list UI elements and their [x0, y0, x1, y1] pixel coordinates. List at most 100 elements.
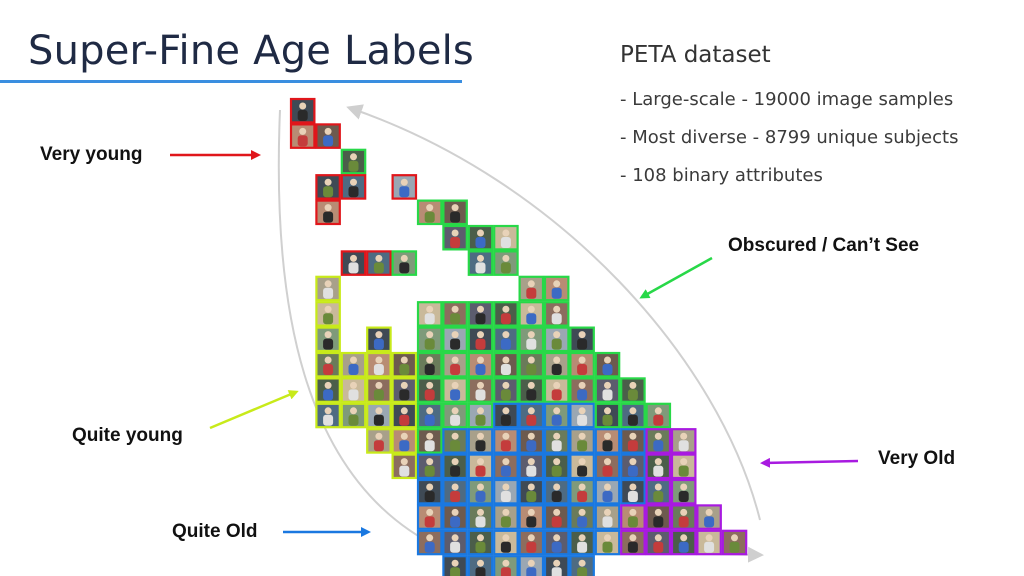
thumbnail-figure-body: [602, 516, 613, 528]
thumbnail-figure-head: [553, 483, 561, 491]
thumbnail-figure-head: [604, 534, 611, 542]
thumbnail-figure-head: [527, 407, 535, 415]
thumbnail-figure-head: [527, 508, 535, 516]
thumbnail-figure-head: [553, 381, 561, 389]
thumbnail-figure-body: [653, 414, 664, 426]
thumbnail-figure-body: [475, 338, 486, 350]
thumbnail-figure-head: [477, 559, 484, 567]
thumbnail-figure-head: [324, 407, 332, 415]
thumbnail-figure-body: [627, 389, 638, 401]
thumbnail-figure-head: [553, 305, 561, 313]
thumbnail-figure-body: [551, 313, 562, 325]
thumbnail-figure-body: [424, 491, 435, 502]
thumbnail-figure-body: [577, 440, 588, 452]
thumbnail-figure-head: [451, 534, 459, 542]
thumbnail-figure-head: [654, 432, 662, 440]
thumbnail-figure-body: [348, 160, 359, 172]
thumbnail-figure-head: [502, 432, 510, 440]
thumbnail-figure-head: [527, 280, 535, 288]
thumbnail-figure-head: [324, 178, 332, 186]
obscured-arrow: [639, 256, 713, 299]
thumbnail-figure-head: [426, 305, 434, 313]
thumbnail-figure-body: [602, 491, 613, 502]
thumbnail-figure-body: [450, 338, 461, 350]
thumbnail-figure-head: [426, 331, 434, 339]
dataset-bullet-list: - Large-scale - 19000 image samples - Mo…: [620, 88, 958, 202]
thumbnail-figure-body: [526, 567, 537, 576]
thumbnail-figure-head: [553, 356, 561, 364]
thumbnail-figure-head: [350, 407, 357, 415]
thumbnail-figure-body: [678, 491, 689, 502]
thumbnail-figure-head: [553, 331, 561, 339]
thumbnail-figure-head: [375, 381, 383, 389]
thumbnail-figure-head: [527, 305, 535, 313]
thumbnail-figure-head: [502, 407, 510, 415]
label-quite-old: Quite Old: [172, 521, 258, 542]
thumbnail-figure-body: [323, 414, 334, 426]
thumbnail-figure-body: [475, 262, 486, 274]
thumbnail-figure-head: [578, 508, 586, 516]
thumbnail-figure-head: [527, 331, 535, 339]
thumbnail-figure-body: [577, 414, 588, 426]
thumbnail-figure-head: [654, 508, 662, 516]
thumbnail-figure-body: [500, 541, 511, 553]
thumbnail-figure-head: [375, 407, 383, 415]
thumbnail-figure-body: [526, 516, 537, 528]
thumbnail-figure-head: [654, 458, 662, 466]
thumbnail-figure-body: [500, 465, 511, 477]
thumbnail-figure-head: [324, 331, 332, 339]
thumbnail-figure-head: [604, 407, 611, 415]
thumbnail-figure-head: [578, 356, 586, 364]
thumbnail-figure-head: [451, 331, 459, 339]
label-quite-young: Quite young: [72, 425, 183, 446]
thumbnail-figure-head: [502, 508, 510, 516]
thumbnail-figure-head: [400, 458, 408, 466]
thumbnail-figure-body: [577, 516, 588, 528]
thumbnail-figure-head: [477, 534, 484, 542]
dataset-title: PETA dataset: [620, 42, 771, 68]
thumbnail-figure-body: [526, 440, 537, 452]
thumbnail-figure-body: [551, 465, 562, 477]
thumbnail-figure-head: [578, 331, 586, 339]
thumbnail-figure-head: [604, 458, 611, 466]
thumbnail-figure-head: [299, 127, 307, 135]
thumbnail-figure-body: [551, 364, 562, 375]
thumbnail-figure-head: [680, 534, 688, 542]
guide-curve-top: [346, 104, 761, 521]
thumbnail-figure-body: [424, 516, 435, 528]
thumbnail-figure-head: [350, 356, 357, 364]
thumbnail-figure-body: [399, 262, 410, 274]
thumbnail-figure-head: [629, 407, 637, 415]
thumbnail-figure-body: [348, 389, 359, 401]
thumbnail-figure-body: [577, 465, 588, 477]
thumbnail-figure-body: [450, 237, 461, 248]
thumbnail-figure-head: [502, 254, 510, 262]
thumbnail-figure-head: [426, 483, 434, 491]
thumbnail-figure-head: [426, 508, 434, 516]
thumbnail-figure-body: [450, 516, 461, 528]
thumbnail-figure-head: [451, 305, 459, 313]
thumbnail-figure-body: [602, 440, 613, 452]
thumbnail-figure-body: [323, 186, 334, 198]
thumbnail-figure-head: [400, 254, 408, 262]
thumbnail-figure-head: [451, 204, 459, 212]
bullet-attributes: - 108 binary attributes: [620, 165, 823, 186]
thumbnail-figure-body: [526, 287, 537, 299]
thumbnail-figure-body: [602, 364, 613, 375]
thumbnail-figure-body: [577, 491, 588, 502]
thumbnail-figure-head: [527, 381, 535, 389]
thumbnail-figure-body: [526, 465, 537, 477]
thumbnail-figure-body: [602, 389, 613, 401]
thumbnail-figure-body: [526, 414, 537, 426]
thumbnail-figure-body: [678, 465, 689, 477]
thumbnail-figure-head: [324, 305, 332, 313]
thumbnail-figure-head: [502, 559, 510, 567]
thumbnail-figure-body: [450, 491, 461, 502]
thumbnail-figure-body: [500, 414, 511, 426]
thumbnail-figure-body: [424, 440, 435, 452]
thumbnail-figure-head: [629, 381, 637, 389]
thumbnail-figure-body: [577, 567, 588, 576]
thumbnail-figure-head: [604, 381, 611, 389]
thumbnail-figure-head: [680, 432, 688, 440]
thumbnail-figure-head: [502, 534, 510, 542]
